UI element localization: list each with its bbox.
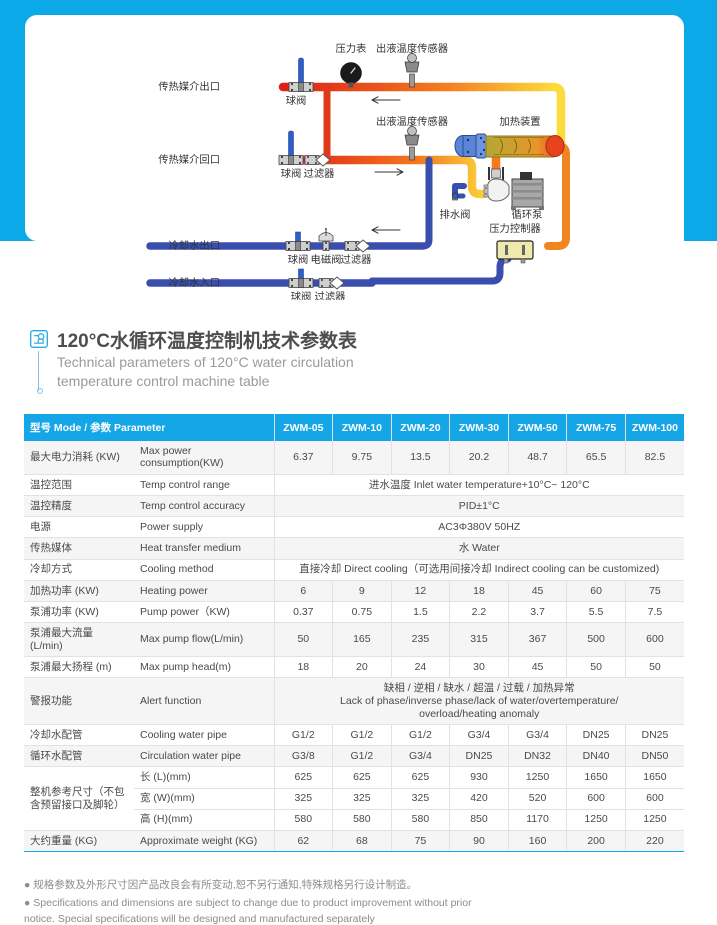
svg-text:排水阀: 排水阀 [440,208,471,221]
svg-text:压力控制器: 压力控制器 [489,222,540,235]
svg-text:球阀: 球阀 [288,253,309,266]
svg-text:电磁阀: 电磁阀 [311,253,342,266]
svg-text:过滤器: 过滤器 [315,290,346,300]
svg-text:冷却水入口: 冷却水入口 [169,276,220,289]
svg-text:传热媒介出口: 传热媒介出口 [158,80,220,93]
svg-text:传热媒介回口: 传热媒介回口 [158,153,220,166]
svg-text:过滤器: 过滤器 [341,253,372,266]
svg-text:加热装置: 加热装置 [499,115,540,128]
svg-text:出液温度传感器: 出液温度传感器 [376,42,448,55]
svg-text:压力表: 压力表 [336,42,367,55]
svg-text:球阀: 球阀 [286,94,307,107]
svg-text:球阀: 球阀 [291,290,312,300]
svg-text:球阀: 球阀 [281,167,302,180]
svg-text:过滤器: 过滤器 [304,167,335,180]
svg-text:冷却水出口: 冷却水出口 [169,239,220,252]
svg-text:出液温度传感器: 出液温度传感器 [376,115,448,128]
svg-text:循环泵: 循环泵 [512,208,543,221]
